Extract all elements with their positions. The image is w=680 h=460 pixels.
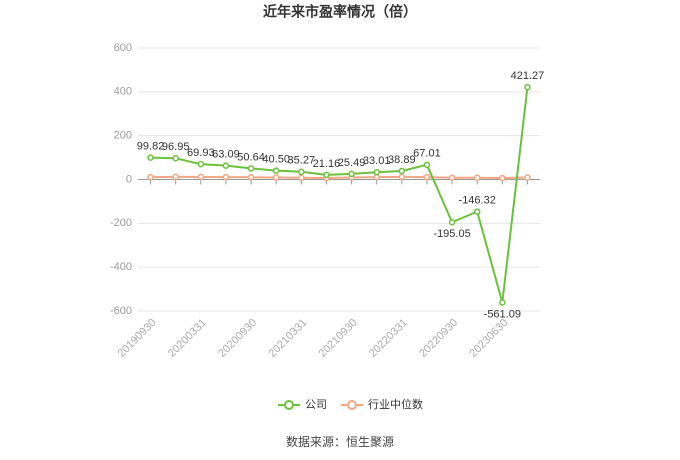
point — [448, 174, 456, 181]
x-tick-label: 20210930 — [317, 317, 360, 360]
data-label: -146.32 — [459, 194, 496, 206]
point — [398, 173, 406, 181]
point — [524, 83, 531, 91]
data-label: 33.01 — [363, 155, 391, 167]
x-tick-label: 20230630 — [467, 317, 510, 360]
x-tick-label: 20210331 — [266, 317, 309, 360]
y-tick-label: 0 — [126, 173, 132, 185]
data-label: 38.89 — [388, 154, 416, 166]
legend-marker — [284, 400, 294, 410]
point — [147, 173, 154, 181]
data-label: -195.05 — [433, 228, 470, 240]
point — [197, 160, 205, 168]
point — [448, 218, 456, 226]
legend-label: 公司 — [305, 399, 327, 411]
legend-label: 行业中位数 — [368, 397, 423, 411]
point — [423, 161, 431, 169]
point — [423, 173, 431, 181]
data-label: -561.09 — [484, 308, 521, 320]
point — [197, 173, 205, 181]
point — [323, 171, 330, 179]
point — [398, 167, 406, 175]
y-tick-label: 600 — [114, 42, 132, 54]
point — [499, 299, 506, 306]
point — [524, 174, 531, 181]
point — [247, 174, 255, 181]
data-label: 21.16 — [313, 158, 341, 170]
series-line — [150, 87, 529, 303]
point — [348, 170, 355, 178]
source-note: 数据来源：恒生聚源 — [286, 434, 394, 449]
x-tick-label: 20200331 — [166, 317, 209, 360]
point — [473, 174, 481, 181]
point — [373, 169, 380, 176]
x-tick-label: 20190930 — [116, 317, 159, 360]
point — [222, 162, 230, 169]
point — [147, 154, 154, 161]
point — [222, 173, 230, 181]
data-label: 25.49 — [338, 157, 366, 169]
x-tick-label: 20220930 — [417, 317, 460, 360]
y-tick-label: 400 — [114, 86, 132, 98]
y-tick-label: 200 — [114, 130, 132, 142]
y-tick-label: -600 — [110, 305, 132, 317]
point — [172, 173, 179, 181]
point — [272, 167, 280, 174]
x-tick-label: 20200930 — [216, 317, 259, 360]
point — [499, 174, 506, 182]
data-label: 67.01 — [413, 148, 441, 160]
point — [247, 165, 255, 172]
data-label: 96.95 — [162, 141, 190, 153]
point — [172, 155, 179, 162]
chart-title: 近年来市盈率情况（倍） — [263, 4, 417, 20]
point — [272, 174, 280, 181]
series-line — [150, 175, 528, 179]
x-tick-label: 20220331 — [367, 317, 410, 360]
y-tick-label: -200 — [110, 217, 132, 229]
data-label: 35.27 — [288, 155, 316, 167]
data-label: 50.64 — [237, 151, 265, 163]
legend-marker — [347, 400, 357, 410]
data-label: 421.27 — [511, 70, 545, 82]
data-label: 40.50 — [262, 154, 290, 166]
point — [473, 208, 481, 215]
data-label: 69.93 — [187, 147, 215, 159]
y-tick-label: -400 — [110, 261, 132, 273]
data-label: 63.09 — [212, 149, 240, 161]
point — [298, 168, 305, 176]
point — [298, 174, 305, 181]
data-label: 99.82 — [137, 141, 165, 153]
